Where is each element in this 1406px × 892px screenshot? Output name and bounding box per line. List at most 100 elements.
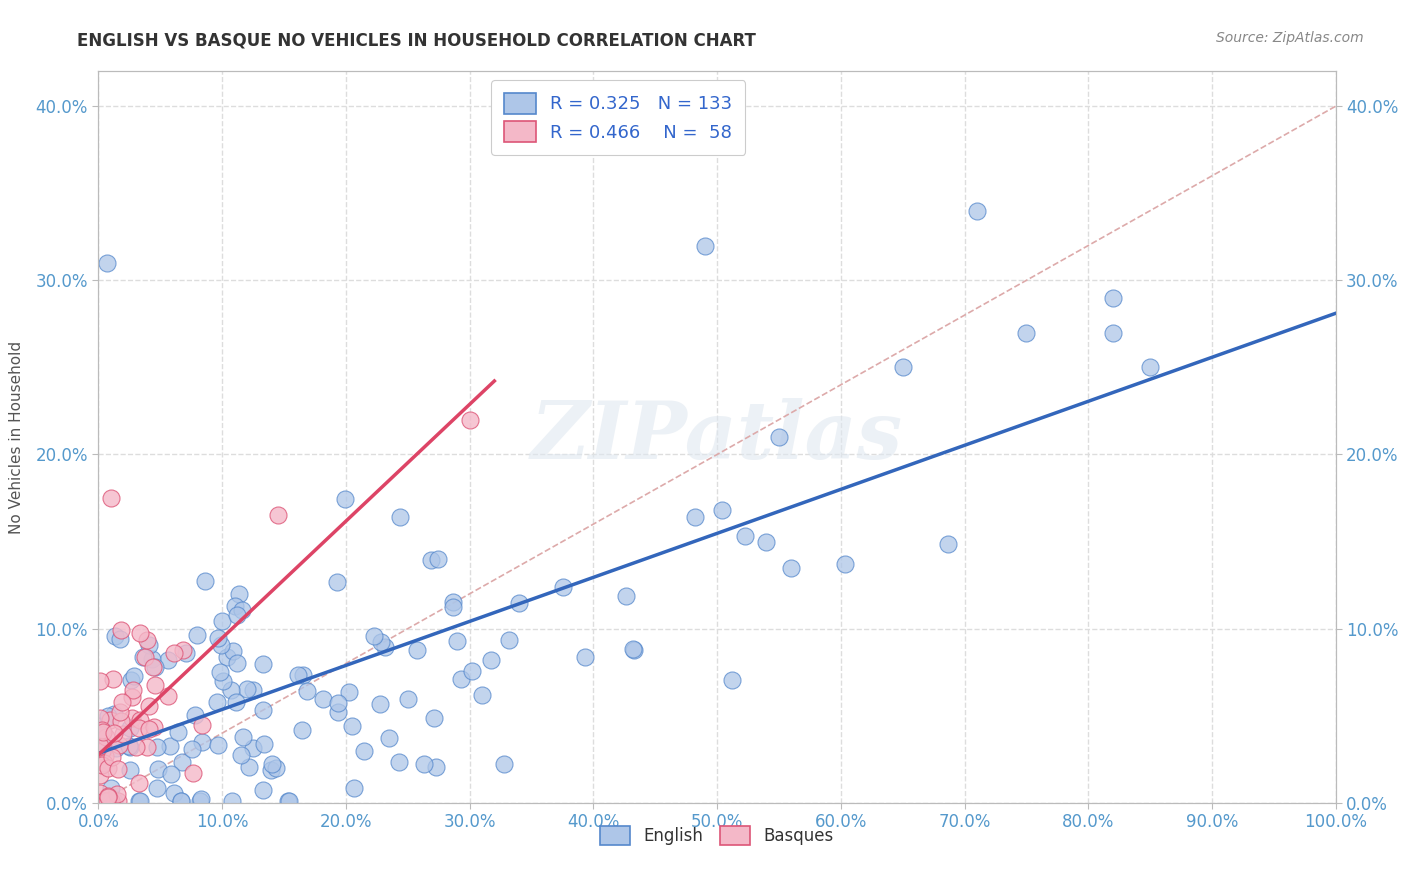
Point xyxy=(89,786,111,800)
Point xyxy=(108,705,131,719)
Point xyxy=(120,673,142,688)
Point xyxy=(100,794,122,808)
Point xyxy=(231,603,253,617)
Point xyxy=(97,761,120,775)
Point xyxy=(370,635,392,649)
Point xyxy=(291,668,314,682)
Point xyxy=(143,678,166,692)
Point xyxy=(755,534,778,549)
Point xyxy=(103,794,125,808)
Point xyxy=(100,780,122,795)
Point xyxy=(174,646,197,660)
Point xyxy=(93,794,115,808)
Point xyxy=(89,723,111,738)
Point xyxy=(242,740,264,755)
Point xyxy=(225,695,247,709)
Point xyxy=(118,739,141,754)
Point xyxy=(145,780,167,795)
Point xyxy=(211,674,233,689)
Point xyxy=(136,740,159,755)
Point xyxy=(163,647,186,661)
Point xyxy=(551,580,574,594)
Point xyxy=(129,713,152,727)
Point xyxy=(621,642,644,657)
Point xyxy=(188,794,211,808)
Point xyxy=(368,697,391,711)
Text: ENGLISH VS BASQUE NO VEHICLES IN HOUSEHOLD CORRELATION CHART: ENGLISH VS BASQUE NO VEHICLES IN HOUSEHO… xyxy=(77,31,756,49)
Point xyxy=(389,509,412,524)
Point xyxy=(194,574,217,588)
Point xyxy=(426,551,449,566)
Point xyxy=(97,709,120,723)
Point xyxy=(614,590,637,604)
Point xyxy=(104,629,127,643)
Point xyxy=(129,625,152,640)
Point xyxy=(128,776,150,790)
Point xyxy=(89,739,111,754)
Point xyxy=(184,708,207,723)
Point xyxy=(326,705,349,719)
Point xyxy=(460,664,482,678)
Point xyxy=(145,740,167,755)
Point xyxy=(267,508,290,523)
Point xyxy=(181,741,204,756)
Point xyxy=(159,766,181,780)
Point xyxy=(97,794,120,808)
Point xyxy=(1102,326,1125,340)
Point xyxy=(167,724,190,739)
Text: Source: ZipAtlas.com: Source: ZipAtlas.com xyxy=(1216,31,1364,45)
Point xyxy=(91,757,114,772)
Point xyxy=(163,786,186,800)
Point xyxy=(118,739,141,753)
Point xyxy=(277,794,299,808)
Point xyxy=(110,714,132,728)
Point xyxy=(128,794,150,808)
Point xyxy=(94,730,117,744)
Point xyxy=(96,794,118,808)
Point xyxy=(441,595,464,609)
Point xyxy=(107,787,129,801)
Point xyxy=(101,750,124,764)
Point xyxy=(353,744,375,758)
Point xyxy=(326,574,349,589)
Point xyxy=(1015,326,1038,340)
Point xyxy=(124,740,146,755)
Point xyxy=(111,695,134,709)
Point xyxy=(834,557,856,571)
Point xyxy=(936,536,959,550)
Point xyxy=(396,692,419,706)
Point xyxy=(101,672,124,686)
Point xyxy=(103,726,125,740)
Point xyxy=(720,673,742,687)
Point xyxy=(479,653,502,667)
Point xyxy=(295,684,318,698)
Point xyxy=(235,682,257,697)
Point xyxy=(966,203,988,218)
Point xyxy=(169,794,191,808)
Point xyxy=(157,653,180,667)
Point xyxy=(215,649,238,664)
Point xyxy=(221,794,243,808)
Point xyxy=(891,360,914,375)
Point xyxy=(97,789,120,804)
Point xyxy=(363,629,385,643)
Point xyxy=(142,720,165,734)
Point xyxy=(337,685,360,699)
Point xyxy=(623,643,645,657)
Point xyxy=(207,739,229,753)
Point xyxy=(89,719,111,733)
Point xyxy=(120,763,142,777)
Point xyxy=(423,711,446,725)
Point xyxy=(326,696,349,710)
Point xyxy=(340,719,363,733)
Point xyxy=(141,652,163,666)
Legend: English, Basques: English, Basques xyxy=(589,814,845,856)
Point xyxy=(287,667,309,681)
Point xyxy=(143,660,166,674)
Point xyxy=(291,723,314,738)
Point xyxy=(89,673,111,688)
Point xyxy=(89,711,111,725)
Point xyxy=(413,756,436,771)
Point xyxy=(107,762,129,776)
Point xyxy=(93,725,115,739)
